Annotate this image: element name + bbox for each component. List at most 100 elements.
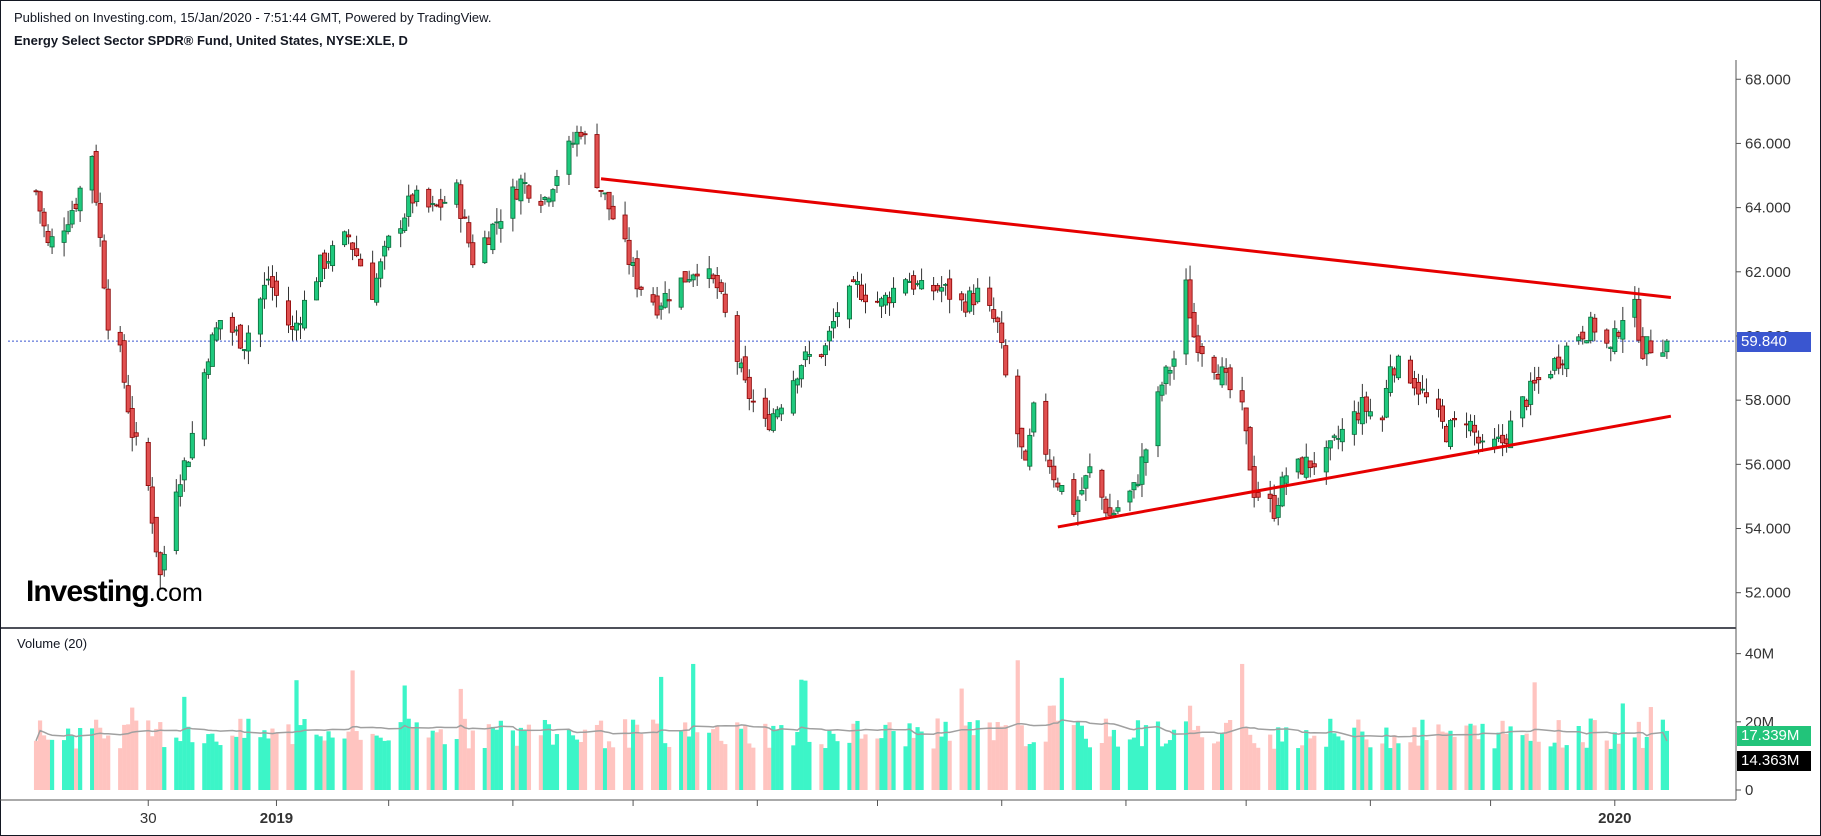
candle-body — [1099, 469, 1105, 498]
candle-body — [682, 271, 688, 283]
candle-body — [1407, 359, 1413, 384]
candle-body — [490, 223, 496, 251]
volume-bar — [130, 707, 135, 790]
investing-logo: Investing.com — [26, 575, 203, 609]
volume-bar — [602, 748, 608, 790]
candle-body — [518, 178, 524, 202]
volume-bar — [314, 734, 319, 790]
volume-bar — [1616, 743, 1621, 790]
candle-body — [1508, 420, 1514, 449]
volume-bar — [971, 735, 976, 790]
volume-bar — [1532, 682, 1537, 790]
candle-body — [1592, 317, 1598, 333]
volume-bar — [1520, 735, 1525, 790]
volume-bar — [719, 740, 724, 790]
logo-text: Investing — [26, 575, 150, 608]
volume-bar — [498, 720, 503, 790]
volume-bar — [1228, 719, 1233, 790]
volume-bar — [566, 729, 572, 790]
volume-bar — [554, 734, 560, 790]
candle-body — [125, 385, 131, 413]
chart-header: Published on Investing.com, 15/Jan/2020 … — [14, 10, 491, 48]
volume-bar — [538, 735, 544, 790]
candle-body — [987, 287, 993, 306]
volume-bar — [154, 728, 159, 790]
candle-body — [638, 286, 644, 290]
volume-bar — [1636, 721, 1641, 790]
volume-bar — [1440, 731, 1445, 790]
volume-bar — [582, 729, 588, 790]
volume-bar — [430, 730, 435, 790]
candle-body — [293, 322, 300, 331]
candle-body — [1139, 456, 1145, 485]
candle-body — [1620, 320, 1626, 340]
candle-body — [1047, 459, 1053, 468]
volume-bar — [1480, 723, 1485, 790]
candle-body — [462, 216, 468, 219]
volume-bar — [162, 747, 167, 790]
volume-bar — [190, 742, 195, 790]
volume-bar — [907, 723, 912, 790]
volume-bar — [182, 696, 187, 790]
candle-body — [1387, 366, 1393, 393]
candle-body — [919, 280, 925, 290]
candle-body — [722, 293, 728, 313]
volume-bar — [158, 722, 163, 790]
candle-body — [1155, 391, 1161, 447]
candle-body — [738, 362, 744, 369]
volume-bar — [1083, 738, 1088, 790]
volume-bar — [1500, 720, 1505, 790]
candle-body — [1271, 494, 1277, 519]
volume-bar — [302, 719, 307, 790]
volume-bar — [1360, 731, 1365, 790]
candle-body — [342, 231, 348, 246]
candle-body — [181, 460, 187, 481]
volume-bar — [178, 741, 183, 790]
candle-body — [434, 204, 440, 207]
candle-body — [995, 317, 1001, 323]
candle-body — [1423, 392, 1429, 398]
candle-body — [398, 228, 404, 234]
candle-body — [273, 280, 279, 296]
volume-bar — [1464, 725, 1469, 790]
candle-body — [1087, 466, 1093, 474]
candle-body — [318, 254, 324, 282]
volume-bar — [610, 747, 616, 790]
volume-bar — [851, 723, 856, 790]
volume-bar — [919, 731, 924, 790]
volume-bar — [847, 742, 852, 790]
candle-body — [257, 298, 263, 335]
candle-body — [33, 190, 39, 193]
volume-bar — [747, 743, 752, 790]
volume-bar — [875, 738, 880, 790]
candle-body — [750, 400, 756, 403]
candle-body — [470, 242, 476, 266]
candle-body — [374, 277, 380, 303]
candle-body — [1143, 449, 1149, 463]
candle-body — [514, 188, 520, 200]
candle-body — [1476, 436, 1482, 444]
volume-bar — [246, 718, 251, 790]
volume-bar — [679, 731, 684, 790]
volume-bar — [1183, 721, 1189, 790]
price-tick-label: 56.000 — [1745, 456, 1791, 473]
volume-bar — [1524, 733, 1529, 790]
candle-body — [574, 131, 580, 145]
candle-body — [157, 552, 163, 576]
candle-body — [1351, 411, 1357, 435]
volume-bar — [1452, 736, 1457, 790]
candle-body — [177, 484, 183, 497]
candle-body — [931, 284, 937, 292]
candle-body — [1612, 328, 1618, 352]
candle-body — [1363, 396, 1369, 412]
candle-body — [145, 442, 151, 486]
candle-body — [486, 237, 492, 245]
candle-body — [1043, 400, 1049, 455]
candle-body — [622, 214, 628, 240]
candle-body — [1163, 366, 1169, 385]
candle-body — [650, 294, 656, 303]
candle-body — [213, 327, 219, 341]
volume-bar — [763, 723, 768, 790]
volume-bar — [638, 733, 644, 790]
